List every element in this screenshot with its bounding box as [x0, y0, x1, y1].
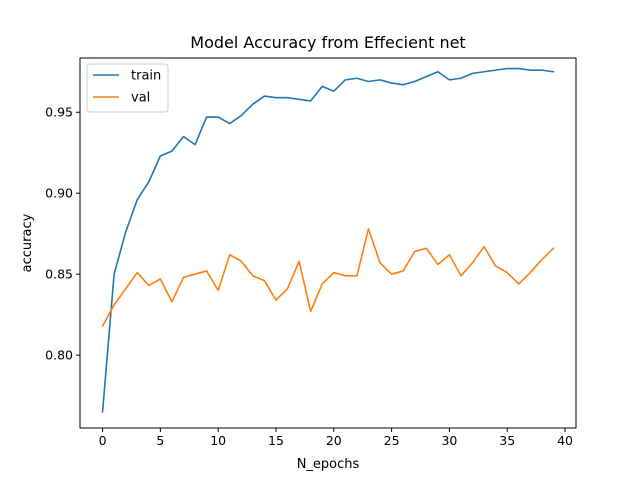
- x-axis-label: N_epochs: [297, 457, 360, 472]
- y-axis-ticks: 0.80 0.85 0.90 0.95: [45, 105, 80, 363]
- plot-frame: [79, 57, 577, 429]
- x-tick-label: 15: [268, 433, 284, 448]
- legend: train val: [86, 63, 169, 113]
- y-tick-label: 0.90: [45, 186, 73, 201]
- y-axis-label: accuracy: [20, 213, 35, 272]
- x-tick-label: 30: [441, 433, 457, 448]
- x-tick-label: 0: [99, 433, 107, 448]
- legend-label-train: train: [131, 69, 161, 84]
- x-tick-label: 10: [210, 433, 226, 448]
- x-tick-label: 40: [557, 433, 573, 448]
- x-tick-label: 5: [156, 433, 164, 448]
- x-axis-ticks: 0 5 10 15 20 25 30 35 40: [99, 428, 573, 448]
- series-layer: [101, 67, 555, 413]
- x-tick-label: 25: [384, 433, 400, 448]
- series-line-val: [101, 228, 555, 328]
- y-tick-label: 0.80: [45, 348, 73, 363]
- legend-box: [86, 63, 169, 113]
- y-tick-label: 0.95: [45, 105, 73, 120]
- legend-label-val: val: [131, 91, 150, 106]
- chart-title: Model Accuracy from Effecient net: [190, 33, 465, 52]
- x-tick-label: 35: [499, 433, 515, 448]
- series-line-train: [101, 67, 555, 413]
- x-tick-label: 20: [326, 433, 342, 448]
- y-tick-label: 0.85: [45, 267, 73, 282]
